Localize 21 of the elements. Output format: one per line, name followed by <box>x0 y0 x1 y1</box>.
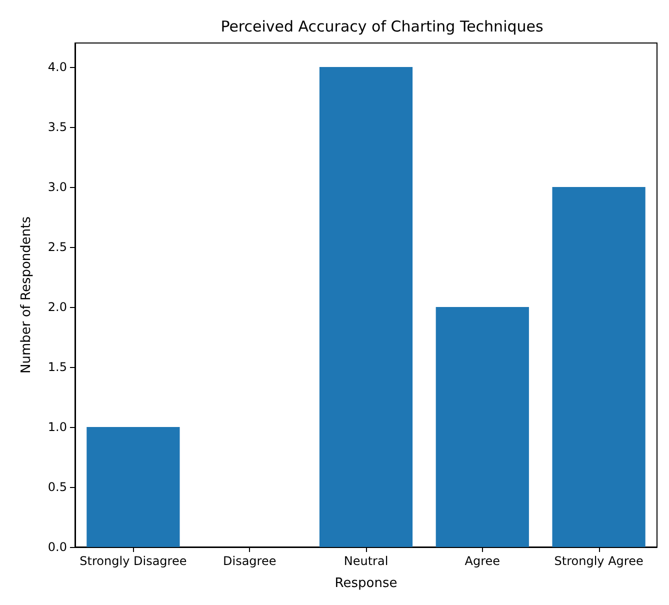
y-tick-label: 2.5 <box>48 240 67 254</box>
x-axis-title: Response <box>334 576 398 591</box>
y-tick-label: 1.0 <box>48 420 67 434</box>
y-tick-label: 3.0 <box>48 180 67 194</box>
bar <box>86 427 180 547</box>
x-tick-label: Strongly Disagree <box>80 554 187 568</box>
bar <box>436 307 529 547</box>
y-axis-title: Number of Respondents <box>19 216 34 374</box>
bar <box>319 67 413 547</box>
x-tick-label: Agree <box>464 554 500 568</box>
y-tick-label: 0.0 <box>48 540 67 554</box>
chart-title: Perceived Accuracy of Charting Techniques <box>220 18 544 36</box>
x-tick-label: Neutral <box>344 554 388 568</box>
y-tick-label: 2.0 <box>48 300 67 314</box>
y-tick-label: 3.5 <box>48 120 67 134</box>
y-tick-label: 1.5 <box>48 360 67 374</box>
x-tick-label: Disagree <box>222 554 276 568</box>
y-tick-label: 0.5 <box>48 480 67 494</box>
y-tick-label: 4.0 <box>48 60 67 74</box>
bar <box>552 187 646 547</box>
x-tick-label: Strongly Agree <box>554 554 644 568</box>
